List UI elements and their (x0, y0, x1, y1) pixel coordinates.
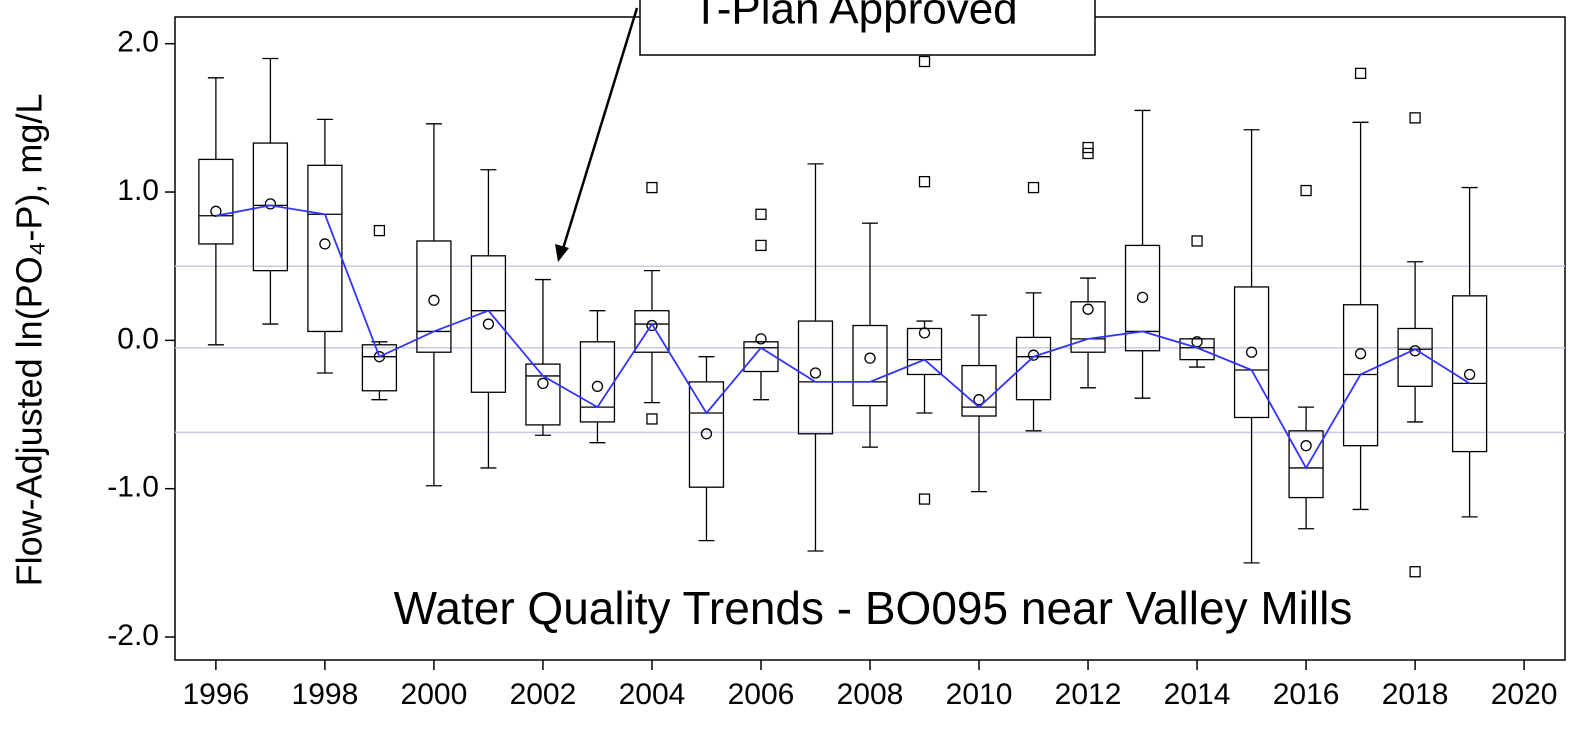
mean-marker (1463, 368, 1476, 381)
box (1451, 295, 1488, 453)
y-tick-label: 1.0 (117, 174, 159, 207)
mean-marker (264, 198, 277, 210)
outlier (918, 55, 931, 68)
mean-marker (1354, 348, 1367, 360)
x-tick-label: 1996 (183, 678, 250, 711)
annotation-arrow (560, 7, 639, 253)
annotation-box (639, 0, 1096, 56)
outlier (373, 224, 386, 237)
outlier (646, 413, 658, 425)
box (470, 255, 507, 393)
x-tick-label: 2016 (1273, 678, 1340, 711)
box (416, 240, 452, 353)
mean-marker (319, 238, 331, 250)
box (525, 363, 561, 426)
outlier (1409, 112, 1421, 124)
box (634, 310, 670, 353)
box (743, 341, 779, 373)
y-tick-label: 2.0 (117, 26, 159, 59)
box (1179, 338, 1215, 361)
x-tick-label: 2012 (1055, 678, 1122, 711)
outlier (1191, 235, 1203, 247)
chart-title: Water Quality Trends - BO095 near Valley… (394, 582, 1353, 634)
mean-marker (210, 205, 222, 217)
box (1342, 304, 1379, 447)
x-tick-label: 2008 (837, 678, 904, 711)
annotation: T-Plan Approved (692, 0, 1017, 34)
box (1070, 301, 1106, 353)
annotation-arrowhead (555, 244, 569, 262)
outlier (755, 208, 767, 220)
outlier (755, 239, 767, 252)
mean-marker (700, 428, 713, 440)
mean-marker (809, 367, 822, 379)
box (1288, 430, 1324, 499)
x-tick-label: 2006 (728, 678, 795, 711)
x-tick-label: 2014 (1164, 678, 1231, 711)
mean-marker (373, 351, 386, 363)
box (852, 324, 888, 407)
mean-marker (1082, 303, 1094, 315)
median-line (215, 204, 1471, 470)
plot-area (175, 55, 1565, 578)
y-tick-label: 0.0 (117, 322, 159, 355)
box (1015, 336, 1052, 401)
box (198, 158, 234, 245)
y-tick-label: -1.0 (107, 471, 159, 504)
box (1233, 286, 1270, 419)
mean-marker (428, 294, 440, 306)
mean-marker (537, 377, 549, 390)
box (307, 164, 343, 333)
outlier (1082, 141, 1094, 154)
outlier (646, 181, 658, 194)
y-axis-label: Flow-Adjusted ln(PO₄-P), mg/L (9, 94, 50, 587)
mean-marker (1245, 346, 1258, 358)
mean-marker (591, 380, 604, 392)
box (1124, 244, 1161, 352)
x-tick-label: 2004 (619, 678, 686, 711)
x-tick-label: 2020 (1491, 678, 1558, 711)
x-tick-label: 2010 (946, 678, 1013, 711)
plot-frame (174, 16, 1566, 661)
box (252, 142, 289, 272)
box (797, 320, 834, 435)
mean-marker (1136, 291, 1149, 303)
x-tick-label: 2002 (510, 678, 577, 711)
x-tick-label: 2000 (401, 678, 468, 711)
mean-marker (755, 333, 767, 345)
outlier (918, 175, 931, 188)
mean-marker (973, 394, 985, 406)
outlier (1082, 147, 1094, 160)
mean-marker (1300, 440, 1312, 452)
box (688, 381, 725, 488)
box (961, 364, 997, 417)
outlier (918, 493, 931, 505)
box (361, 344, 398, 392)
box (906, 327, 943, 376)
mean-marker (864, 352, 876, 364)
outlier (1027, 181, 1040, 194)
mean-marker (918, 327, 931, 339)
outlier (1354, 67, 1367, 80)
x-tick-label: 1998 (292, 678, 359, 711)
x-tick-label: 2018 (1382, 678, 1449, 711)
outlier (1409, 566, 1421, 578)
mean-marker (482, 318, 495, 330)
mean-marker (646, 319, 658, 332)
outlier (1300, 184, 1312, 197)
y-tick-label: -2.0 (107, 619, 159, 652)
